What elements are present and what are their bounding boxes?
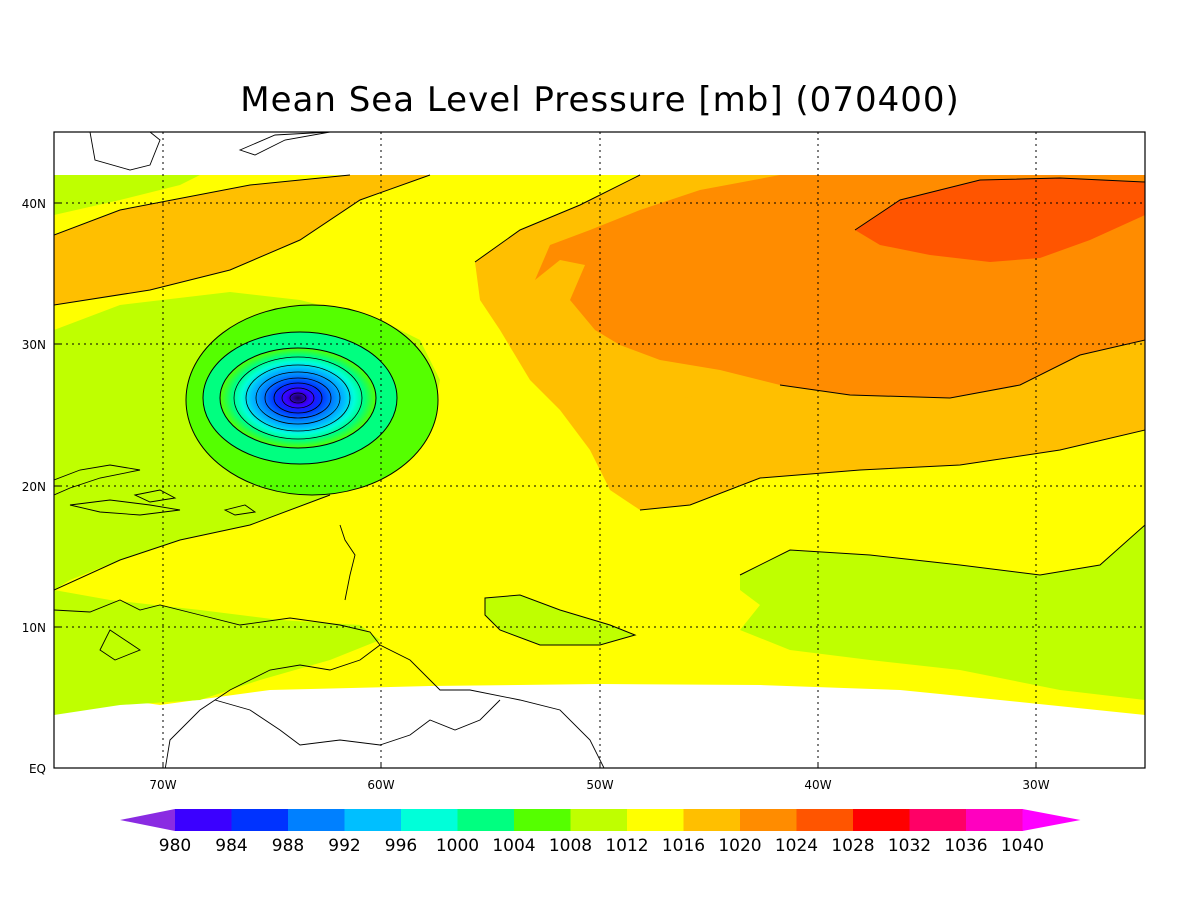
colorbar-swatch bbox=[796, 809, 854, 831]
colorbar-label: 980 bbox=[159, 836, 191, 856]
colorbar-label: 992 bbox=[328, 836, 360, 856]
x-axis-labels: 70W 60W 50W 40W 30W bbox=[149, 778, 1049, 792]
colorbar-swatch bbox=[683, 809, 741, 831]
map-title: Mean Sea Level Pressure [mb] (070400) bbox=[240, 80, 960, 120]
field-1028 bbox=[855, 178, 1145, 262]
colorbar-swatch bbox=[457, 809, 515, 831]
colorbar-label: 1004 bbox=[492, 836, 535, 856]
x-tick-label: 40W bbox=[804, 778, 831, 792]
x-tick-label: 50W bbox=[586, 778, 613, 792]
colorbar-swatch bbox=[401, 809, 458, 831]
colorbar-label: 988 bbox=[272, 836, 304, 856]
y-tick-label: 40N bbox=[22, 197, 46, 211]
colorbar-label: 1016 bbox=[662, 836, 705, 856]
field-1012-east bbox=[740, 525, 1145, 700]
x-tick-label: 60W bbox=[367, 778, 394, 792]
gridlines bbox=[54, 132, 1145, 768]
field-1020-inner bbox=[645, 380, 720, 402]
colorbar-swatch bbox=[344, 809, 402, 831]
colorbar: 980 984 988 992 996 1000 1004 1008 1012 1016 1020 1… bbox=[120, 809, 1081, 856]
x-tick-label: 70W bbox=[149, 778, 176, 792]
colorbar-label: 1032 bbox=[888, 836, 931, 856]
y-tick-label: 30N bbox=[22, 338, 46, 352]
colorbar-swatch bbox=[909, 809, 967, 831]
colorbar-arrow-low bbox=[120, 809, 175, 831]
colorbar-swatch bbox=[853, 809, 910, 831]
colorbar-label: 1000 bbox=[436, 836, 479, 856]
axis-ticks bbox=[54, 202, 1037, 769]
y-tick-label: 20N bbox=[22, 480, 46, 494]
field-1016-north-band bbox=[54, 175, 430, 305]
colorbar-label: 1036 bbox=[944, 836, 987, 856]
colorbar-label: 1024 bbox=[775, 836, 818, 856]
y-axis-labels: EQ 10N 20N 30N 40N bbox=[22, 197, 46, 776]
colorbar-label: 1020 bbox=[718, 836, 761, 856]
y-tick-label: EQ bbox=[29, 762, 46, 776]
field-1012-caribbean bbox=[54, 590, 380, 715]
colorbar-label: 1028 bbox=[831, 836, 874, 856]
low-pressure-contours bbox=[233, 356, 363, 440]
x-tick-label: 30W bbox=[1022, 778, 1049, 792]
colorbar-swatch bbox=[966, 809, 1023, 831]
colorbar-arrow-high bbox=[1022, 809, 1081, 831]
colorbar-label: 1008 bbox=[549, 836, 592, 856]
low-pressure-core bbox=[219, 347, 377, 449]
colorbar-swatch bbox=[740, 809, 797, 831]
colorbar-label: 996 bbox=[385, 836, 417, 856]
colorbar-swatch bbox=[288, 809, 345, 831]
colorbar-swatch bbox=[231, 809, 289, 831]
colorbar-label: 1040 bbox=[1001, 836, 1044, 856]
pressure-contours bbox=[54, 174, 1145, 646]
colorbar-swatch bbox=[514, 809, 571, 831]
field-1012-north bbox=[54, 175, 200, 215]
y-tick-label: 10N bbox=[22, 621, 46, 635]
colorbar-swatch bbox=[570, 809, 628, 831]
coastlines bbox=[54, 132, 605, 768]
colorbar-label: 984 bbox=[215, 836, 247, 856]
colorbar-swatch bbox=[627, 809, 684, 831]
field-1012-mid bbox=[485, 595, 635, 645]
colorbar-label: 1012 bbox=[605, 836, 648, 856]
colorbar-swatch bbox=[175, 809, 232, 831]
